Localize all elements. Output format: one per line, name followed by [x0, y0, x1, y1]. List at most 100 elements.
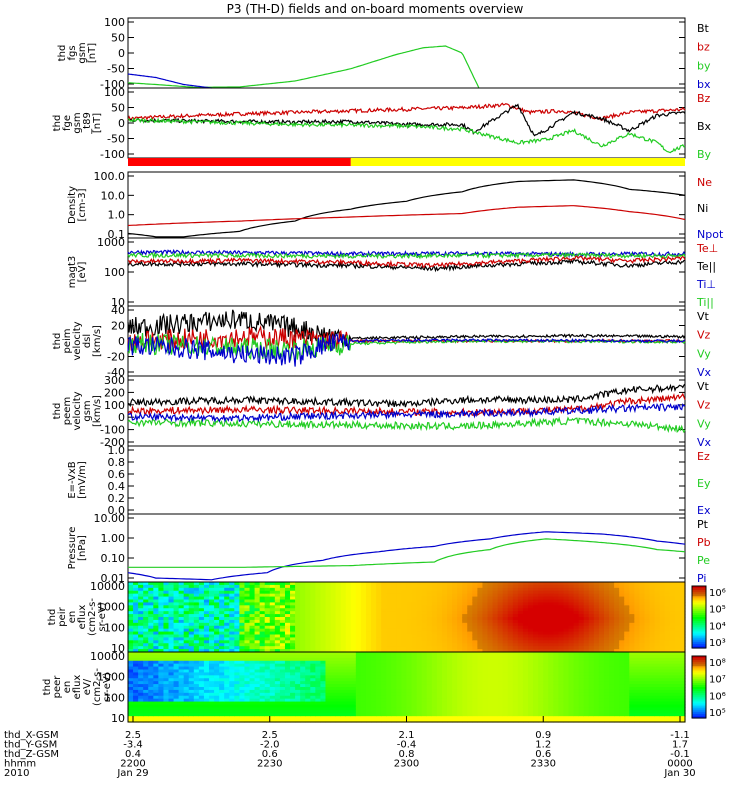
- heatmap-cell: [133, 654, 139, 659]
- heatmap-cell: [249, 654, 256, 659]
- heatmap-cell: [396, 631, 403, 636]
- heatmap-cell: [391, 608, 397, 612]
- heatmap-cell: [386, 614, 392, 618]
- heatmap-cell: [538, 675, 544, 679]
- heatmap-cell: [209, 596, 215, 601]
- heatmap-cell: [553, 643, 560, 647]
- heatmap-cell: [345, 596, 352, 601]
- heatmap-cell: [219, 634, 225, 639]
- heatmap-cell: [365, 660, 372, 665]
- heatmap-cell: [472, 605, 478, 609]
- heatmap-cell: [447, 587, 453, 592]
- heatmap-cell: [229, 654, 235, 659]
- heatmap-cell: [477, 669, 484, 674]
- heatmap-cell: [300, 704, 306, 709]
- heatmap-cell: [634, 587, 641, 592]
- heatmap-cell: [330, 628, 337, 633]
- heatmap-cell: [436, 602, 443, 606]
- heatmap-cell: [279, 649, 286, 653]
- heatmap-cell: [219, 625, 225, 630]
- heatmap-cell: [340, 719, 347, 723]
- heatmap-cell: [376, 701, 382, 706]
- heatmap-cell: [558, 599, 565, 604]
- heatmap-cell: [148, 582, 154, 586]
- heatmap-cell: [472, 634, 478, 639]
- heatmap-cell: [274, 669, 281, 674]
- heatmap-cell: [143, 643, 149, 647]
- heatmap-cell: [467, 646, 473, 650]
- heatmap-cell: [244, 707, 251, 711]
- heatmap-cell: [583, 617, 590, 621]
- heatmap-cell: [173, 678, 180, 682]
- heatmap-cell: [436, 654, 443, 659]
- heatmap-cell: [487, 689, 494, 694]
- heatmap-cell: [512, 681, 519, 685]
- heatmap-cell: [426, 672, 433, 676]
- heatmap-cell: [467, 687, 473, 691]
- heatmap-cell: [148, 640, 154, 644]
- heatmap-cell: [274, 657, 281, 662]
- heatmap-cell: [193, 684, 200, 688]
- heatmap-cell: [543, 692, 549, 697]
- heatmap-cell: [330, 611, 337, 615]
- heatmap-cell: [659, 611, 666, 615]
- heatmap-cell: [209, 669, 215, 674]
- heatmap-cell: [396, 634, 403, 639]
- heatmap-cell: [244, 643, 251, 647]
- heatmap-cell: [386, 619, 392, 624]
- heatmap-cell: [234, 582, 240, 586]
- heatmap-cell: [193, 704, 200, 709]
- heatmap-cell: [674, 649, 681, 653]
- heatmap-cell: [335, 593, 342, 598]
- heatmap-cell: [158, 634, 165, 639]
- heatmap-cell: [411, 631, 418, 636]
- heatmap-cell: [669, 646, 676, 650]
- heatmap-cell: [563, 587, 570, 592]
- heatmap-cell: [274, 637, 281, 641]
- heatmap-cell: [416, 654, 423, 659]
- heatmap-cell: [487, 628, 494, 633]
- legend-Ey: Ey: [697, 477, 711, 490]
- heatmap-cell: [467, 704, 473, 709]
- heatmap-cell: [279, 672, 286, 676]
- heatmap-cell: [173, 716, 180, 720]
- heatmap-cell: [214, 672, 220, 676]
- heatmap-cell: [431, 675, 438, 679]
- heatmap-cell: [674, 593, 681, 598]
- heatmap-cell: [517, 687, 524, 691]
- heatmap-cell: [497, 692, 504, 697]
- heatmap-cell: [558, 710, 565, 714]
- heatmap-cell: [143, 628, 149, 633]
- heatmap-cell: [538, 631, 544, 636]
- heatmap-cell: [143, 710, 149, 714]
- heatmap-cell: [391, 663, 397, 668]
- heatmap-cell: [163, 596, 170, 601]
- heatmap-cell: [619, 637, 625, 641]
- heatmap-cell: [497, 602, 504, 606]
- heatmap-cell: [411, 649, 418, 653]
- heatmap-cell: [441, 593, 448, 598]
- heatmap-cell: [669, 608, 676, 612]
- heatmap-cell: [396, 675, 403, 679]
- heatmap-cell: [472, 614, 478, 618]
- heatmap-cell: [224, 634, 230, 639]
- heatmap-cell: [512, 695, 519, 700]
- heatmap-cell: [163, 593, 170, 598]
- heatmap-cell: [533, 590, 539, 595]
- heatmap-cell: [431, 657, 438, 662]
- heatmap-cell: [436, 611, 443, 615]
- heatmap-cell: [209, 663, 215, 668]
- heatmap-cell: [310, 660, 316, 665]
- heatmap-cell: [320, 596, 327, 601]
- heatmap-cell: [573, 599, 580, 604]
- heatmap-cell: [310, 704, 316, 709]
- heatmap-cell: [431, 687, 438, 691]
- heatmap-cell: [381, 660, 387, 665]
- heatmap-cell: [452, 590, 458, 595]
- heatmap-cell: [462, 582, 468, 586]
- heatmap-cell: [315, 707, 322, 711]
- heatmap-cell: [335, 669, 342, 674]
- heatmap-cell: [664, 619, 671, 624]
- heatmap-cell: [249, 608, 256, 612]
- heatmap-cell: [507, 590, 514, 595]
